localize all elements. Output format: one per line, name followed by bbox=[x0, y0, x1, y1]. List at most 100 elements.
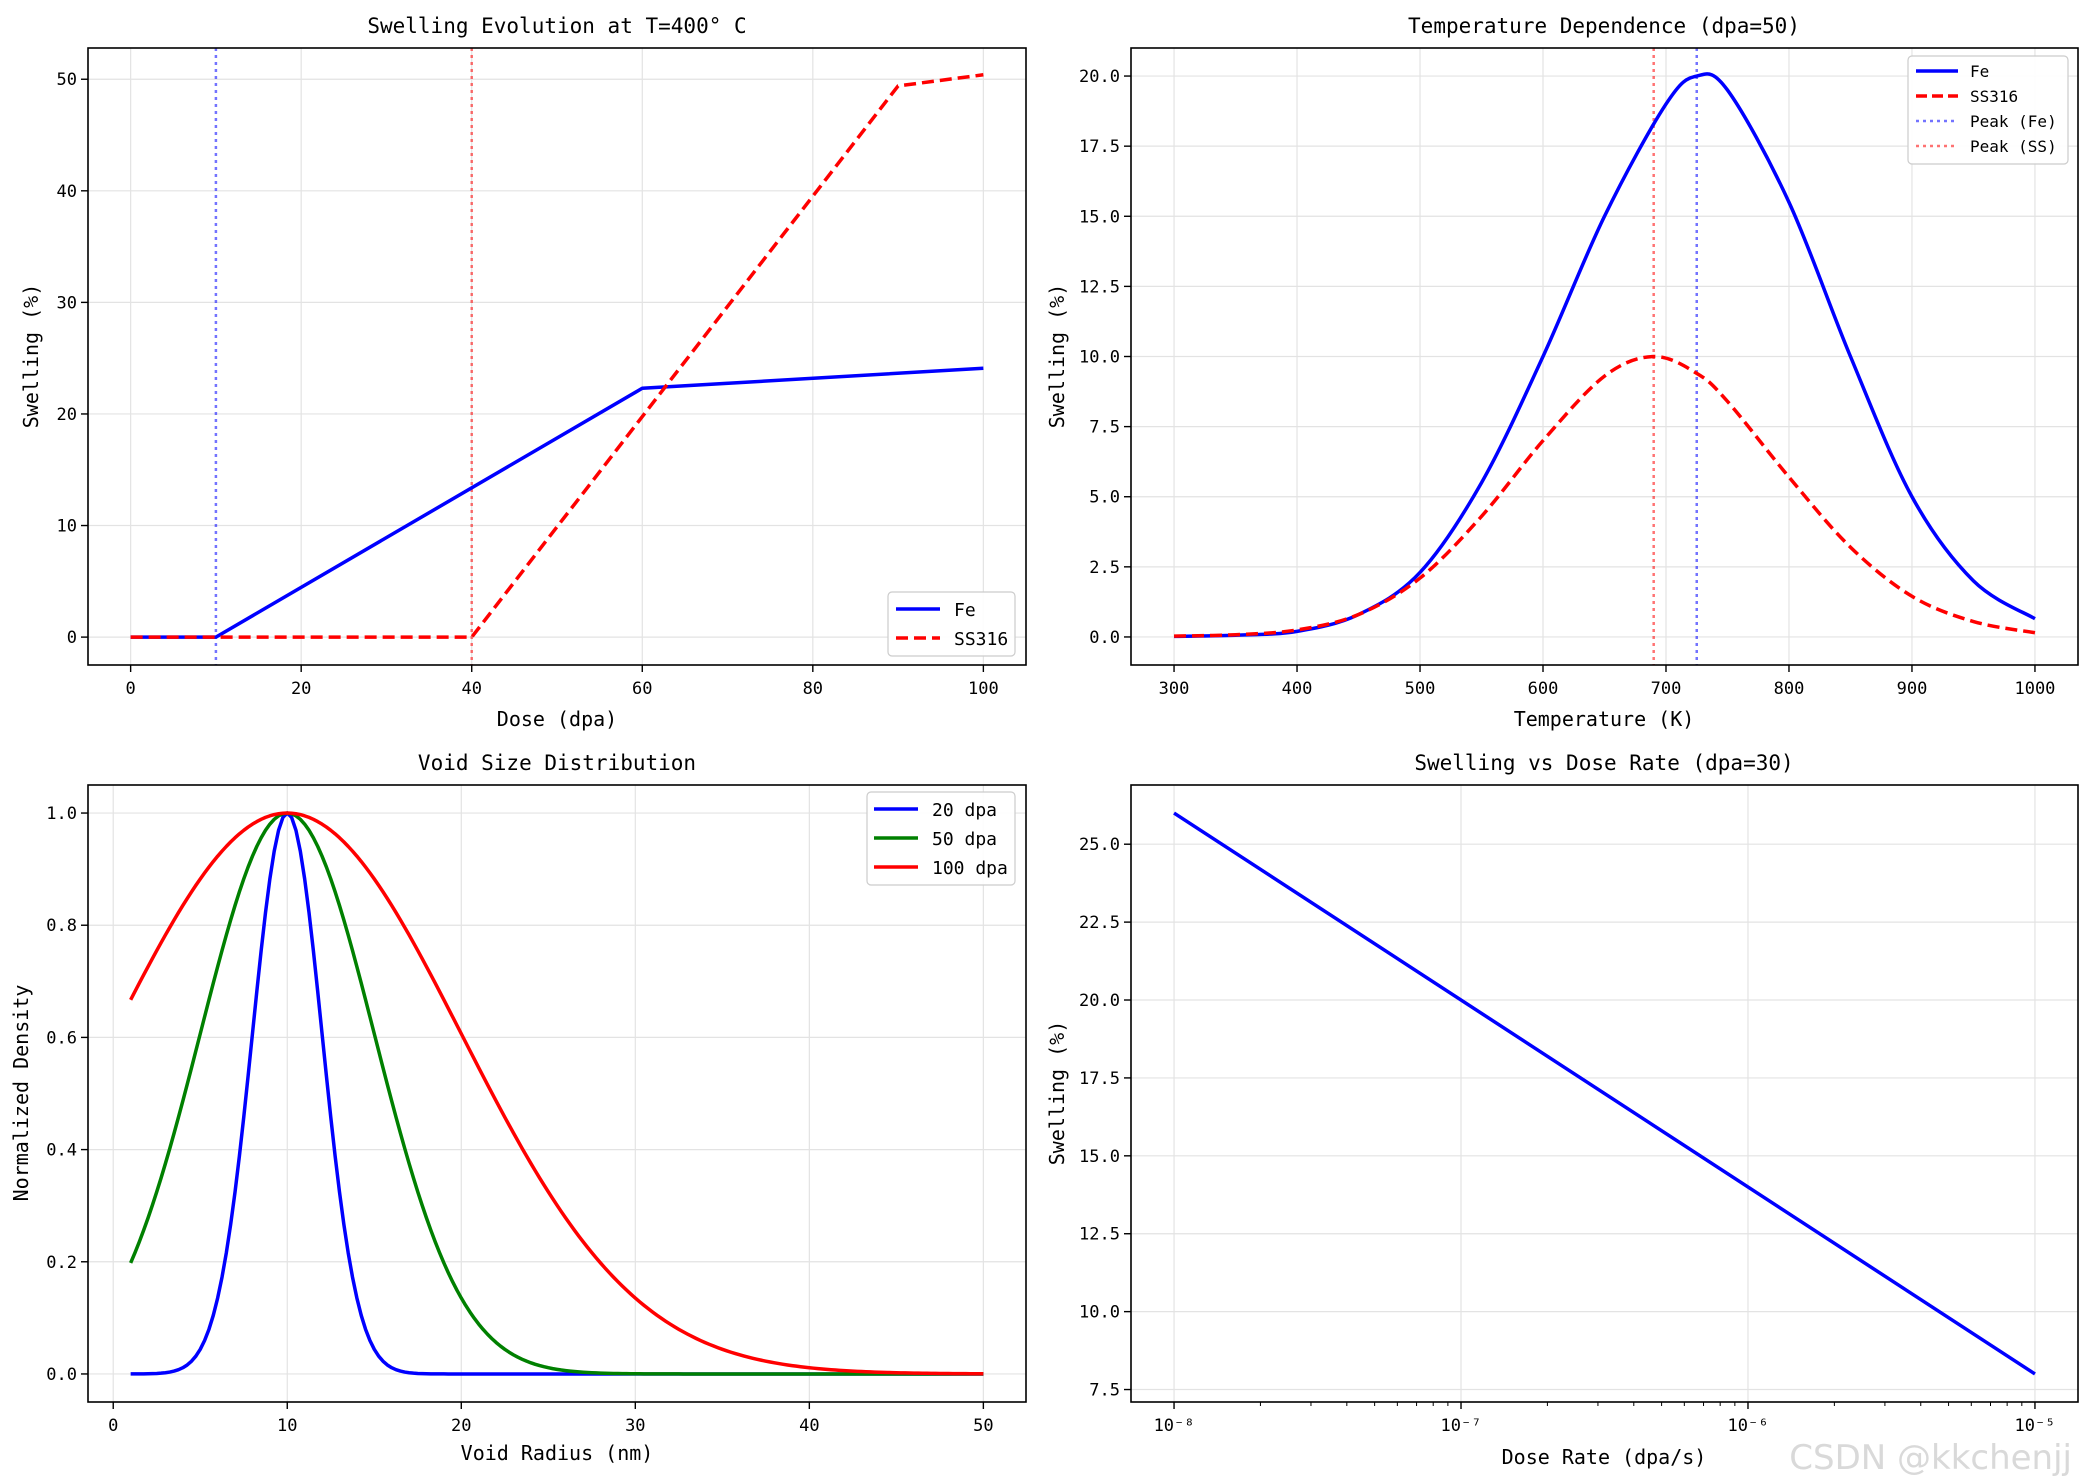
x-ticks: 0 20 40 60 80 100 bbox=[126, 665, 999, 699]
x-axis-label: Dose Rate (dpa/s) bbox=[1502, 1445, 1707, 1469]
series-line-50-dpa bbox=[129, 811, 984, 1376]
x-tick-label: 80 bbox=[803, 679, 823, 699]
grid bbox=[88, 48, 1026, 665]
y-axis-label: Swelling (%) bbox=[1045, 1021, 1069, 1166]
panel-temperature-dependence: Temperature Dependence (dpa=50) 300 400 50… bbox=[1045, 14, 2079, 731]
x-tick-label: 10⁻⁵ bbox=[2014, 1416, 2055, 1436]
y-tick-label: 0 bbox=[67, 628, 77, 648]
x-tick-label: 0 bbox=[108, 1416, 118, 1436]
y-tick-label: 5.0 bbox=[1089, 488, 1120, 508]
y-ticks: 0 10 20 30 40 50 bbox=[57, 70, 88, 648]
series-line-swelling bbox=[1173, 811, 2036, 1376]
x-tick-label: 900 bbox=[1897, 679, 1928, 699]
y-tick-label: 12.5 bbox=[1079, 277, 1120, 297]
y-tick-label: 1.0 bbox=[46, 804, 77, 824]
x-tick-label: 40 bbox=[799, 1416, 819, 1436]
legend-label-50dpa: 50 dpa bbox=[932, 829, 997, 850]
y-tick-label: 0.0 bbox=[46, 1365, 77, 1385]
y-tick-label: 7.5 bbox=[1089, 418, 1120, 438]
x-tick-label: 1000 bbox=[2014, 679, 2055, 699]
y-tick-label: 40 bbox=[57, 182, 77, 202]
x-axis-label: Dose (dpa) bbox=[497, 707, 617, 731]
y-tick-label: 0.8 bbox=[46, 916, 77, 936]
legend-box bbox=[1907, 55, 2069, 165]
series-group bbox=[129, 811, 984, 1376]
y-tick-label: 30 bbox=[57, 293, 77, 313]
legend-label-fe: Fe bbox=[954, 600, 976, 621]
x-tick-label: 30 bbox=[625, 1416, 645, 1436]
y-tick-label: 0.6 bbox=[46, 1028, 77, 1048]
x-tick-label: 500 bbox=[1405, 679, 1436, 699]
series-line-fe bbox=[1174, 72, 2036, 639]
y-tick-label: 22.5 bbox=[1079, 913, 1120, 933]
y-tick-label: 17.5 bbox=[1079, 1069, 1120, 1089]
legend-label-fe: Fe bbox=[1970, 62, 1989, 81]
legend-label-ss316: SS316 bbox=[1970, 87, 2018, 106]
x-tick-label: 40 bbox=[461, 679, 481, 699]
series-line-ss316 bbox=[130, 73, 984, 639]
x-tick-label: 50 bbox=[973, 1416, 993, 1436]
chart-title: Swelling vs Dose Rate (dpa=30) bbox=[1414, 751, 1793, 775]
series-group bbox=[1174, 72, 2036, 639]
y-ticks: 0.0 2.5 5.0 7.5 10.0 12.5 15.0 17.5 20.0 bbox=[1079, 67, 1131, 648]
plot-frame bbox=[1130, 784, 2079, 1403]
y-tick-label: 50 bbox=[57, 70, 77, 90]
legend-label-100dpa: 100 dpa bbox=[932, 858, 1008, 879]
series-line-20-dpa bbox=[130, 811, 984, 1376]
y-tick-label: 15.0 bbox=[1079, 207, 1120, 227]
series-group bbox=[130, 73, 984, 639]
legend: Fe SS316 bbox=[887, 591, 1016, 657]
watermark: CSDN @kkchenjj bbox=[1789, 1438, 2072, 1478]
x-tick-label: 0 bbox=[126, 679, 136, 699]
x-tick-label: 400 bbox=[1282, 679, 1313, 699]
x-tick-label: 300 bbox=[1159, 679, 1190, 699]
legend: Fe SS316 Peak (Fe) Peak (SS) bbox=[1907, 55, 2069, 165]
legend-label-20dpa: 20 dpa bbox=[932, 800, 997, 821]
plot-frame bbox=[87, 784, 1027, 1403]
reference-lines bbox=[214, 48, 473, 665]
x-tick-label: 20 bbox=[451, 1416, 471, 1436]
legend: 20 dpa 50 dpa 100 dpa bbox=[866, 791, 1016, 886]
y-ticks: 0.0 0.2 0.4 0.6 0.8 1.0 bbox=[46, 804, 88, 1385]
x-axis-label: Void Radius (nm) bbox=[461, 1441, 654, 1465]
y-tick-label: 10.0 bbox=[1079, 1303, 1120, 1323]
chart-title: Temperature Dependence (dpa=50) bbox=[1408, 14, 1800, 38]
x-tick-label: 10⁻⁶ bbox=[1728, 1416, 1769, 1436]
panel-swelling-evolution: Swelling Evolution at T=400° C 0 20 40 60 80… bbox=[19, 14, 1027, 731]
x-ticks: 0 10 20 30 40 50 bbox=[108, 1402, 994, 1436]
y-tick-label: 12.5 bbox=[1079, 1225, 1120, 1245]
grid bbox=[1131, 48, 2078, 665]
x-tick-label: 100 bbox=[968, 679, 999, 699]
x-tick-label: 60 bbox=[632, 679, 652, 699]
chart-title: Swelling Evolution at T=400° C bbox=[367, 14, 746, 38]
y-tick-label: 10.0 bbox=[1079, 348, 1120, 368]
x-tick-label: 600 bbox=[1528, 679, 1559, 699]
series-line-fe bbox=[130, 366, 984, 639]
series-line-ss316 bbox=[1174, 354, 2036, 638]
y-tick-label: 7.5 bbox=[1089, 1381, 1120, 1401]
x-tick-label: 700 bbox=[1651, 679, 1682, 699]
y-tick-label: 2.5 bbox=[1089, 558, 1120, 578]
panel-void-size-distribution: Void Size Distribution 0 10 20 30 40 50 0.0 0.… bbox=[9, 751, 1027, 1465]
y-tick-label: 20 bbox=[57, 405, 77, 425]
x-axis-label: Temperature (K) bbox=[1514, 707, 1695, 731]
y-axis-label: Normalized Density bbox=[9, 985, 33, 1202]
x-tick-label: 10⁻⁸ bbox=[1154, 1416, 1195, 1436]
y-tick-label: 0.2 bbox=[46, 1253, 77, 1273]
chart-title: Void Size Distribution bbox=[418, 751, 696, 775]
plot-frame bbox=[87, 47, 1027, 666]
y-tick-label: 25.0 bbox=[1079, 835, 1120, 855]
y-tick-label: 10 bbox=[57, 517, 77, 537]
x-ticks: 300 400 500 600 700 800 900 1000 bbox=[1159, 665, 2055, 699]
y-axis-label: Swelling (%) bbox=[19, 284, 43, 429]
series-line-100-dpa bbox=[129, 811, 984, 1376]
y-ticks: 7.5 10.0 12.5 15.0 17.5 20.0 22.5 25.0 bbox=[1079, 835, 1131, 1401]
x-tick-label: 10⁻⁷ bbox=[1441, 1416, 1482, 1436]
x-tick-label: 10 bbox=[277, 1416, 297, 1436]
grid bbox=[88, 785, 1026, 1402]
y-tick-label: 0.0 bbox=[1089, 628, 1120, 648]
y-tick-label: 15.0 bbox=[1079, 1147, 1120, 1167]
series-group bbox=[1173, 811, 2036, 1376]
y-tick-label: 20.0 bbox=[1079, 991, 1120, 1011]
